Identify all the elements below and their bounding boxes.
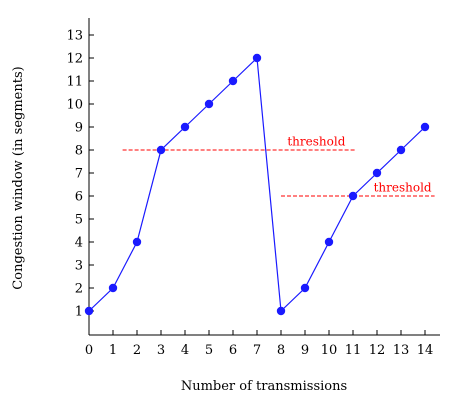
x-tick-label: 10: [321, 343, 338, 358]
y-tick-label: 7: [75, 167, 83, 182]
data-point: [156, 145, 166, 155]
threshold-label: threshold: [287, 135, 345, 149]
y-tick-label: 8: [75, 144, 83, 159]
data-point: [372, 168, 382, 178]
data-point: [396, 145, 406, 155]
x-tick-label: 5: [205, 343, 213, 358]
y-tick-label: 3: [75, 259, 83, 274]
data-point: [300, 283, 310, 293]
x-tick-label: 2: [133, 343, 141, 358]
y-tick-label: 5: [75, 213, 83, 228]
y-tick-label: 2: [75, 282, 83, 297]
y-tick-label: 6: [75, 190, 83, 205]
data-point: [84, 306, 94, 316]
data-point: [180, 122, 190, 132]
x-tick-label: 11: [345, 343, 362, 358]
x-ticks: 0 1 2 3 4 5 6 7 8 9 10 11 12 13 14: [85, 330, 433, 358]
x-tick-label: 13: [393, 343, 410, 358]
y-tick-label: 13: [66, 29, 83, 44]
axes: [88, 18, 440, 336]
data-point: [348, 191, 358, 201]
data-point: [228, 76, 238, 86]
x-tick-label: 12: [369, 343, 386, 358]
series: [84, 53, 430, 316]
x-axis-title: Number of transmissions: [181, 379, 347, 394]
x-tick-label: 0: [85, 343, 93, 358]
data-point: [324, 237, 334, 247]
threshold-label: threshold: [374, 181, 432, 195]
data-point: [204, 99, 214, 109]
y-tick-label: 1: [75, 305, 83, 320]
data-point: [132, 237, 142, 247]
x-tick-label: 4: [181, 343, 189, 358]
data-point: [108, 283, 118, 293]
x-tick-label: 8: [277, 343, 285, 358]
y-tick-label: 11: [66, 75, 83, 90]
data-point: [420, 122, 430, 132]
y-tick-label: 4: [75, 236, 83, 251]
y-tick-label: 10: [66, 98, 83, 113]
data-point: [252, 53, 262, 63]
threshold-annotations: threshold threshold: [122, 135, 435, 197]
y-tick-label: 12: [66, 52, 83, 67]
x-tick-label: 6: [229, 343, 237, 358]
y-axis-title: Congestion window (in segments): [11, 66, 26, 289]
x-tick-label: 7: [253, 343, 261, 358]
x-tick-label: 1: [109, 343, 117, 358]
data-point: [276, 306, 286, 316]
x-tick-label: 3: [157, 343, 165, 358]
x-tick-label: 14: [417, 343, 434, 358]
y-tick-label: 9: [75, 121, 83, 136]
x-tick-label: 9: [301, 343, 309, 358]
